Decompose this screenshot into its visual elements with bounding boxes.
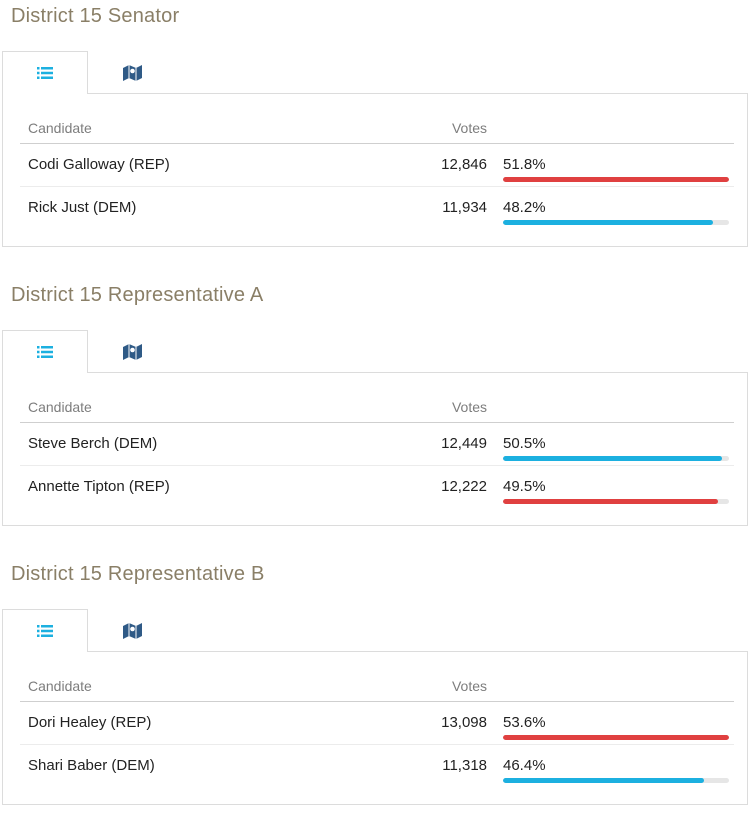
- table-row: Dori Healey (REP) 13,098 53.6%: [20, 702, 734, 745]
- tab-map-view[interactable]: [89, 330, 175, 373]
- candidate-name: Shari Baber (DEM): [28, 757, 155, 774]
- candidate-votes: 11,934: [442, 199, 487, 216]
- map-icon: [122, 622, 142, 639]
- candidate-name: Rick Just (DEM): [28, 199, 137, 216]
- candidate-percent: 53.6%: [503, 714, 546, 731]
- view-tabs: [2, 330, 750, 373]
- race-section: District 15 Representative B Candidate V…: [0, 558, 750, 837]
- vote-share-fill: [503, 220, 714, 225]
- candidate-votes: 12,222: [441, 478, 487, 495]
- vote-share-fill: [503, 177, 729, 182]
- table-row: Annette Tipton (REP) 12,222 49.5%: [20, 466, 734, 509]
- candidate-percent: 48.2%: [503, 199, 546, 216]
- vote-share-fill: [503, 735, 729, 740]
- list-icon: [37, 66, 53, 80]
- vote-share-fill: [503, 499, 718, 504]
- candidate-votes: 11,318: [442, 757, 487, 774]
- vote-share-bar: [503, 220, 729, 225]
- column-header-votes: Votes: [451, 120, 487, 136]
- vote-share-bar: [503, 778, 729, 783]
- race-title: District 15 Representative A: [11, 284, 264, 306]
- tab-list-view[interactable]: [2, 609, 88, 652]
- vote-share-fill: [503, 456, 723, 461]
- list-icon: [37, 345, 53, 359]
- tab-map-view[interactable]: [89, 609, 175, 652]
- tab-map-view[interactable]: [89, 51, 175, 94]
- vote-share-bar: [503, 456, 729, 461]
- vote-share-bar: [503, 177, 729, 182]
- candidate-votes: 13,098: [441, 714, 487, 731]
- table-row: Steve Berch (DEM) 12,449 50.5%: [20, 423, 734, 466]
- vote-share-bar: [503, 499, 729, 504]
- race-section: District 15 Senator Candidate Votes Codi…: [0, 0, 750, 279]
- race-section: District 15 Representative A Candidate V…: [0, 279, 750, 558]
- list-icon: [37, 624, 53, 638]
- race-title: District 15 Representative B: [11, 563, 265, 585]
- column-header-candidate: Candidate: [28, 399, 92, 415]
- table-row: Shari Baber (DEM) 11,318 46.4%: [20, 745, 734, 788]
- tab-list-view[interactable]: [2, 330, 88, 373]
- candidate-name: Codi Galloway (REP): [28, 156, 170, 173]
- candidate-percent: 46.4%: [503, 757, 546, 774]
- column-header-votes: Votes: [451, 678, 487, 694]
- candidate-name: Dori Healey (REP): [28, 714, 152, 731]
- map-icon: [122, 343, 142, 360]
- results-table: Candidate Votes Dori Healey (REP) 13,098…: [2, 651, 748, 805]
- results-table: Candidate Votes Steve Berch (DEM) 12,449…: [2, 372, 748, 526]
- candidate-votes: 12,846: [441, 156, 487, 173]
- header-divider: [20, 701, 734, 702]
- header-divider: [20, 143, 734, 144]
- results-table: Candidate Votes Codi Galloway (REP) 12,8…: [2, 93, 748, 247]
- candidate-name: Steve Berch (DEM): [28, 435, 158, 452]
- view-tabs: [2, 609, 750, 652]
- candidate-percent: 51.8%: [503, 156, 546, 173]
- column-header-candidate: Candidate: [28, 120, 92, 136]
- candidate-percent: 50.5%: [503, 435, 546, 452]
- vote-share-bar: [503, 735, 729, 740]
- candidate-name: Annette Tipton (REP): [28, 478, 170, 495]
- table-row: Rick Just (DEM) 11,934 48.2%: [20, 187, 734, 230]
- column-header-votes: Votes: [451, 399, 487, 415]
- tab-list-view[interactable]: [2, 51, 88, 94]
- candidate-votes: 12,449: [441, 435, 487, 452]
- map-icon: [122, 64, 142, 81]
- table-row: Codi Galloway (REP) 12,846 51.8%: [20, 144, 734, 187]
- vote-share-fill: [503, 778, 705, 783]
- race-title: District 15 Senator: [11, 5, 180, 27]
- candidate-percent: 49.5%: [503, 478, 546, 495]
- view-tabs: [2, 51, 750, 94]
- header-divider: [20, 422, 734, 423]
- column-header-candidate: Candidate: [28, 678, 92, 694]
